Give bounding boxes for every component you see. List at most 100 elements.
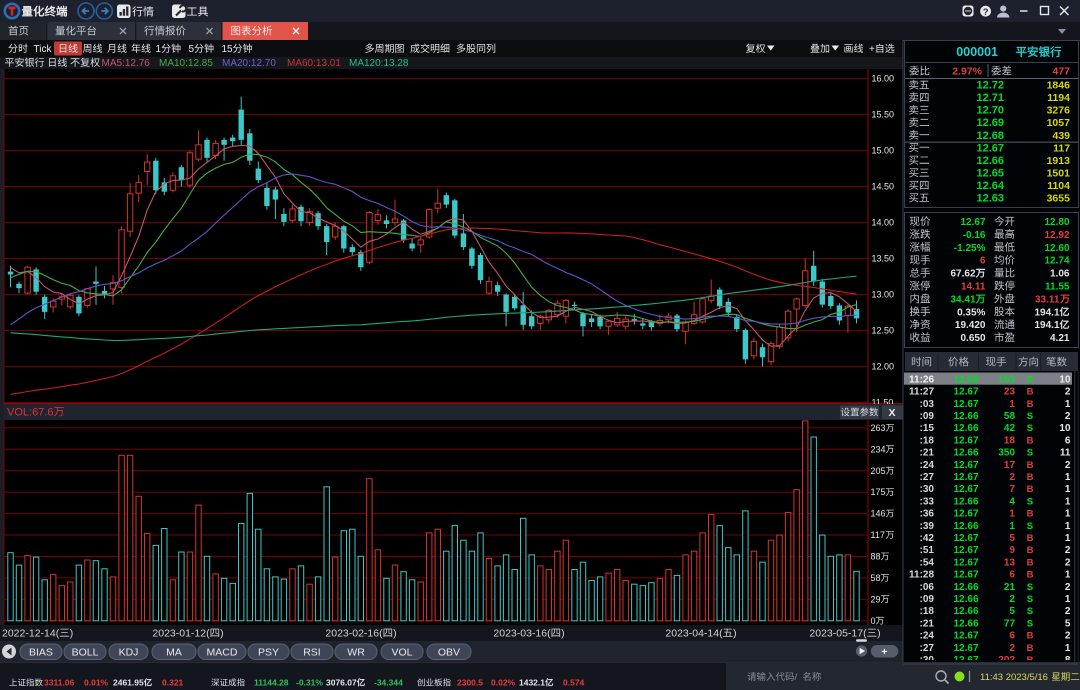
- svg-text:1: 1: [1065, 521, 1071, 532]
- svg-text:MA: MA: [166, 647, 182, 659]
- svg-text:0.02%: 0.02%: [491, 678, 516, 688]
- svg-text:2: 2: [1009, 472, 1015, 483]
- svg-text:11:28: 11:28: [909, 570, 934, 581]
- svg-text::15: :15: [920, 423, 935, 434]
- svg-text:58: 58: [1004, 411, 1016, 422]
- svg-text:B: B: [1027, 570, 1034, 581]
- svg-text:S: S: [1027, 411, 1033, 422]
- svg-text:1: 1: [1065, 484, 1071, 495]
- svg-text:1913: 1913: [1047, 155, 1071, 167]
- svg-text::18: :18: [920, 606, 935, 617]
- svg-text:OBV: OBV: [438, 647, 460, 659]
- svg-text:BOLL: BOLL: [72, 647, 99, 659]
- svg-text:14.00: 14.00: [872, 218, 895, 228]
- svg-text:12.67: 12.67: [961, 217, 986, 228]
- svg-text:16.00: 16.00: [872, 74, 895, 84]
- svg-text:88: 88: [871, 552, 881, 562]
- svg-text:S: S: [1027, 521, 1033, 532]
- svg-text:11:43 2023/5/16: 11:43 2023/5/16: [980, 672, 1048, 683]
- svg-text:1: 1: [1065, 509, 1071, 520]
- svg-text:11.55: 11.55: [1045, 282, 1070, 293]
- svg-text:12.74: 12.74: [1045, 256, 1070, 267]
- svg-text:MA10:12.85: MA10:12.85: [159, 58, 213, 69]
- svg-text:33.11: 33.11: [1035, 294, 1060, 305]
- svg-text:5: 5: [1009, 533, 1015, 544]
- svg-text:): ): [393, 628, 397, 640]
- svg-text:29: 29: [871, 594, 881, 604]
- svg-text:12.67: 12.67: [954, 399, 979, 410]
- svg-text:15: 15: [222, 44, 234, 55]
- svg-text::51: :51: [920, 545, 935, 556]
- svg-text:1: 1: [1065, 594, 1071, 605]
- svg-text:2461.95: 2461.95: [113, 678, 144, 688]
- svg-text:234: 234: [871, 444, 886, 454]
- svg-text:34.41: 34.41: [951, 294, 976, 305]
- svg-text:12.67: 12.67: [954, 435, 979, 446]
- svg-text:17: 17: [1004, 460, 1016, 471]
- svg-text:0.01%: 0.01%: [84, 678, 109, 688]
- svg-text:WR: WR: [347, 647, 365, 659]
- svg-text:194.1: 194.1: [1035, 320, 1060, 331]
- svg-text:B: B: [1027, 435, 1034, 446]
- svg-text:B: B: [1027, 545, 1034, 556]
- svg-text:4: 4: [1009, 496, 1015, 507]
- svg-text:11.50: 11.50: [872, 398, 894, 408]
- svg-text:12.67: 12.67: [977, 142, 1005, 154]
- svg-text::27: :27: [920, 643, 935, 654]
- svg-text:12.64: 12.64: [977, 180, 1005, 192]
- svg-text:263: 263: [871, 423, 886, 433]
- svg-text:1: 1: [1065, 496, 1071, 507]
- svg-text:10: 10: [1059, 374, 1071, 385]
- svg-text:12.67: 12.67: [954, 460, 979, 471]
- svg-text:-0.31%: -0.31%: [296, 678, 323, 688]
- svg-text:15.00: 15.00: [872, 146, 895, 156]
- svg-text:1: 1: [1009, 399, 1015, 410]
- svg-text:): ): [877, 628, 881, 640]
- svg-text:2022-12-14(: 2022-12-14(: [2, 628, 60, 640]
- svg-text:2: 2: [1009, 643, 1015, 654]
- svg-text:-34.344: -34.344: [374, 678, 403, 688]
- svg-text:2: 2: [1065, 545, 1071, 556]
- svg-text:0.321: 0.321: [162, 678, 184, 688]
- svg-text:12.66: 12.66: [977, 155, 1005, 167]
- svg-text:12.66: 12.66: [954, 582, 979, 593]
- svg-text:-0.16: -0.16: [963, 230, 986, 241]
- svg-text:12.60: 12.60: [1045, 243, 1070, 254]
- svg-text:S: S: [1027, 582, 1033, 593]
- svg-text:): ): [733, 628, 737, 640]
- svg-text:67.62: 67.62: [951, 269, 976, 280]
- svg-text::36: :36: [920, 509, 935, 520]
- svg-text:MA60:13.01: MA60:13.01: [287, 58, 341, 69]
- svg-text:2: 2: [1065, 582, 1071, 593]
- svg-text:12.80: 12.80: [1045, 217, 1070, 228]
- svg-text:2023-01-12(: 2023-01-12(: [152, 628, 210, 640]
- svg-text:6: 6: [1009, 570, 1015, 581]
- svg-text:12.92: 12.92: [1045, 230, 1070, 241]
- svg-text:6: 6: [980, 256, 986, 267]
- svg-text:12.70: 12.70: [977, 105, 1005, 117]
- svg-text:B: B: [1027, 557, 1034, 568]
- svg-text:VOL: VOL: [392, 647, 413, 659]
- svg-text:12.67: 12.67: [954, 484, 979, 495]
- svg-text:12.67: 12.67: [954, 545, 979, 556]
- svg-text:1194: 1194: [1047, 92, 1070, 104]
- svg-text:KDJ: KDJ: [119, 647, 139, 659]
- svg-text:12.65: 12.65: [977, 168, 1005, 180]
- svg-text::54: :54: [920, 557, 935, 568]
- svg-text::21: :21: [920, 618, 935, 629]
- svg-text:B: B: [1027, 643, 1034, 654]
- svg-text:58: 58: [871, 573, 881, 583]
- svg-text:12.50: 12.50: [872, 326, 895, 336]
- svg-text:B: B: [1027, 472, 1034, 483]
- svg-text:12.71: 12.71: [977, 92, 1005, 104]
- svg-text:BIAS: BIAS: [29, 647, 53, 659]
- svg-text:12.67: 12.67: [954, 655, 979, 666]
- svg-text:11:27: 11:27: [909, 387, 934, 398]
- svg-text:1: 1: [1009, 521, 1015, 532]
- svg-text:1: 1: [156, 44, 162, 55]
- svg-text:12.00: 12.00: [872, 362, 895, 372]
- svg-text:Tick: Tick: [34, 44, 53, 55]
- svg-text:12.66: 12.66: [954, 496, 979, 507]
- svg-text:13: 13: [1004, 557, 1016, 568]
- svg-text:12.69: 12.69: [977, 117, 1005, 129]
